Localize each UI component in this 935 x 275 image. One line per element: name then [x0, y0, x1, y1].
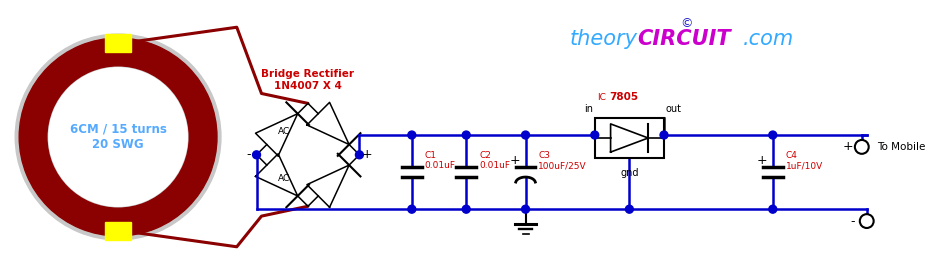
Text: -: - [851, 214, 856, 228]
Text: 0.01uF: 0.01uF [479, 161, 511, 170]
Circle shape [855, 140, 869, 154]
Text: 0.01uF: 0.01uF [424, 161, 455, 170]
Circle shape [522, 131, 529, 139]
Text: CIRCUIT: CIRCUIT [638, 29, 731, 49]
Text: 7805: 7805 [610, 92, 639, 102]
Circle shape [462, 131, 470, 139]
Text: in: in [583, 104, 593, 114]
Text: To Mobile: To Mobile [877, 142, 925, 152]
Text: C1: C1 [424, 151, 437, 160]
Bar [106, 222, 131, 240]
Text: 1uF/10V: 1uF/10V [785, 161, 823, 170]
Circle shape [252, 151, 261, 159]
Text: out: out [666, 104, 682, 114]
Circle shape [355, 151, 364, 159]
Circle shape [660, 131, 668, 139]
Text: -: - [247, 148, 251, 161]
Text: 6CM / 15 turns: 6CM / 15 turns [69, 123, 166, 136]
Text: AC: AC [278, 126, 291, 136]
Bar [106, 34, 131, 52]
Text: C3: C3 [539, 151, 551, 160]
Text: +: + [510, 154, 521, 167]
Text: IC: IC [597, 94, 606, 102]
Circle shape [769, 205, 777, 213]
Text: 1N4007 X 4: 1N4007 X 4 [274, 81, 342, 90]
Text: theory: theory [570, 29, 638, 49]
Text: Bridge Rectifier: Bridge Rectifier [262, 69, 354, 79]
Text: C2: C2 [479, 151, 491, 160]
Text: 20 SWG: 20 SWG [93, 138, 144, 152]
Text: +: + [362, 148, 373, 161]
Text: AC: AC [278, 174, 291, 183]
Text: 100uF/25V: 100uF/25V [539, 161, 587, 170]
Text: .com: .com [743, 29, 795, 49]
Text: +: + [757, 154, 768, 167]
Circle shape [408, 205, 416, 213]
Text: C4: C4 [785, 151, 798, 160]
Text: ©: © [681, 17, 693, 30]
Circle shape [860, 214, 873, 228]
Bar [595, 118, 664, 158]
Circle shape [49, 68, 187, 206]
Circle shape [769, 131, 777, 139]
Circle shape [591, 131, 598, 139]
Circle shape [522, 205, 529, 213]
Circle shape [408, 131, 416, 139]
Circle shape [462, 205, 470, 213]
Text: gnd: gnd [620, 168, 639, 178]
Text: +: + [842, 141, 854, 153]
Circle shape [626, 205, 633, 213]
